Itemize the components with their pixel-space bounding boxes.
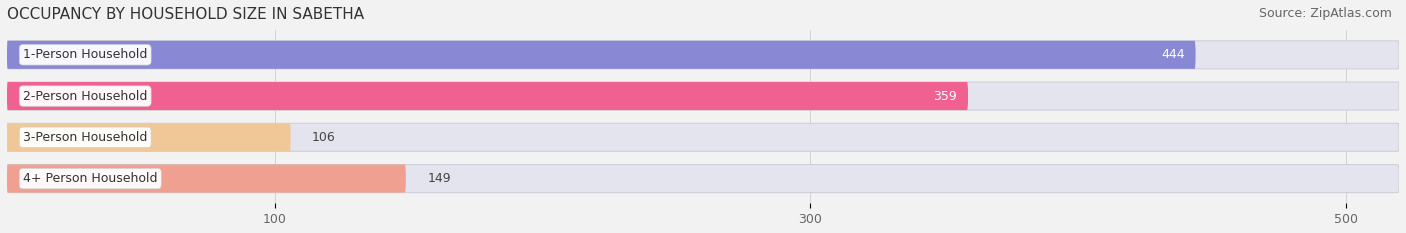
FancyBboxPatch shape <box>7 164 406 193</box>
Text: Source: ZipAtlas.com: Source: ZipAtlas.com <box>1258 7 1392 20</box>
FancyBboxPatch shape <box>7 82 1399 110</box>
FancyBboxPatch shape <box>7 41 1195 69</box>
Text: 149: 149 <box>427 172 451 185</box>
Text: 4+ Person Household: 4+ Person Household <box>22 172 157 185</box>
Text: 3-Person Household: 3-Person Household <box>22 131 148 144</box>
Text: 1-Person Household: 1-Person Household <box>22 48 148 61</box>
Text: 106: 106 <box>312 131 336 144</box>
Text: 359: 359 <box>934 89 957 103</box>
Text: 2-Person Household: 2-Person Household <box>22 89 148 103</box>
Text: 444: 444 <box>1161 48 1185 61</box>
FancyBboxPatch shape <box>7 123 291 151</box>
FancyBboxPatch shape <box>7 41 1399 69</box>
FancyBboxPatch shape <box>7 164 1399 193</box>
Text: OCCUPANCY BY HOUSEHOLD SIZE IN SABETHA: OCCUPANCY BY HOUSEHOLD SIZE IN SABETHA <box>7 7 364 22</box>
FancyBboxPatch shape <box>7 123 1399 151</box>
FancyBboxPatch shape <box>7 82 969 110</box>
